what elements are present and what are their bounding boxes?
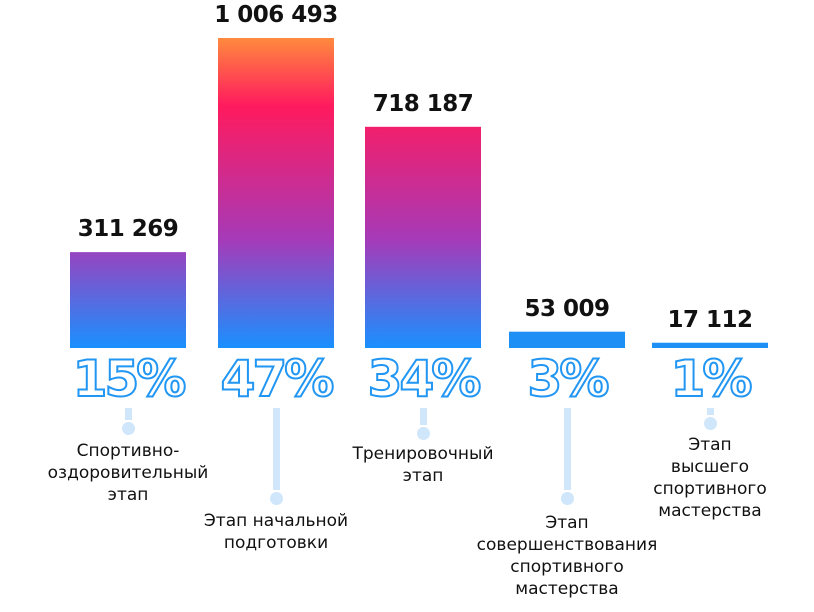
percent-label: 47% xyxy=(220,349,336,409)
value-label: 718 187 xyxy=(372,90,474,117)
category-label: Спортивно- оздоровительный этап xyxy=(47,441,209,505)
bar xyxy=(218,38,334,348)
percent-label: 34% xyxy=(367,349,483,409)
percent-label: 15% xyxy=(72,349,188,409)
connector-line xyxy=(419,408,427,425)
connector-dot xyxy=(121,422,135,435)
value-label: 1 006 493 xyxy=(214,2,338,28)
value-label: 17 112 xyxy=(667,306,753,333)
category-label: Этап совершенствования спортивного масте… xyxy=(476,513,658,599)
connector-line xyxy=(272,408,280,490)
connector-line xyxy=(124,408,132,420)
value-label: 311 269 xyxy=(77,216,179,243)
connector-dot xyxy=(560,492,574,505)
bar xyxy=(70,252,186,348)
connector-dot xyxy=(416,427,430,440)
bar xyxy=(652,342,768,348)
bar xyxy=(509,331,625,348)
connector-dot xyxy=(269,492,283,505)
connector-line xyxy=(563,408,571,490)
connector-dot xyxy=(703,417,717,430)
category-label: Тренировочный этап xyxy=(352,444,494,486)
category-label: Этап высшего спортивного мастерства xyxy=(653,435,767,521)
percent-label: 1% xyxy=(670,349,754,409)
category-label: Этап начальной подготовки xyxy=(203,511,349,553)
connector-line xyxy=(706,408,714,415)
value-label: 53 009 xyxy=(524,295,610,322)
bar xyxy=(365,126,481,348)
percent-label: 3% xyxy=(527,349,611,409)
